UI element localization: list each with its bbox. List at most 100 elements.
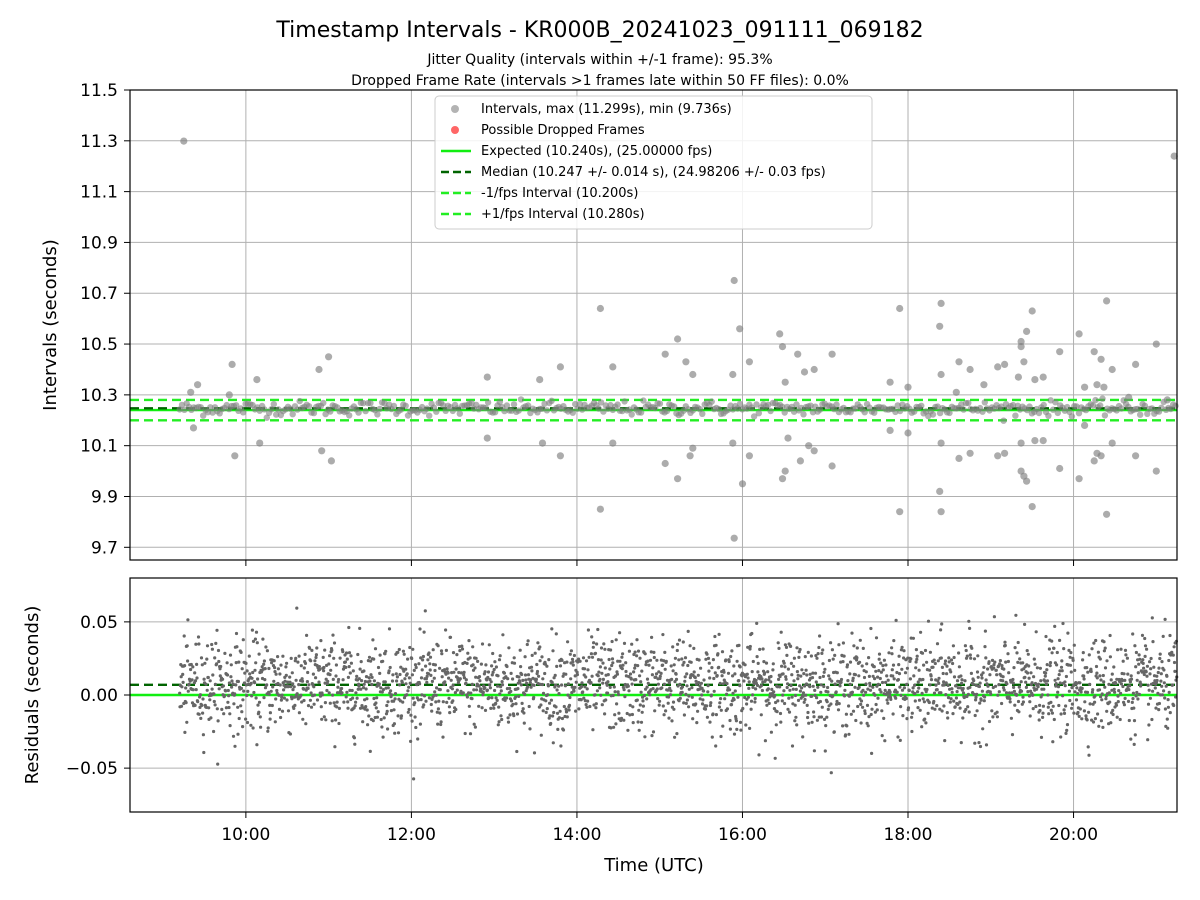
residual-point <box>950 687 954 691</box>
residual-point <box>305 633 309 638</box>
residual-point <box>1087 653 1091 657</box>
residual-point <box>1067 689 1071 693</box>
interval-point <box>755 410 762 417</box>
residual-point <box>778 711 783 716</box>
residual-point <box>1108 633 1112 638</box>
residual-point <box>1074 698 1079 702</box>
residual-point <box>715 674 719 678</box>
residual-point <box>288 675 292 679</box>
residual-point <box>913 699 917 703</box>
residual-point <box>240 710 244 714</box>
residual-point <box>1164 684 1168 688</box>
residual-point <box>796 673 800 677</box>
residual-point <box>978 681 982 685</box>
residual-point <box>1006 652 1010 656</box>
residual-point <box>796 698 801 703</box>
residual-point <box>855 646 859 650</box>
interval-outlier-point <box>1163 396 1171 404</box>
residual-point <box>859 721 863 725</box>
residual-point <box>487 696 491 700</box>
residual-point <box>668 693 673 697</box>
residual-point <box>342 700 346 704</box>
residual-point <box>899 648 904 652</box>
residual-point <box>790 673 794 677</box>
residual-point <box>575 673 580 677</box>
legend-label-minus-interval: -1/fps Interval (10.200s) <box>481 186 638 201</box>
residual-point <box>1084 714 1088 718</box>
residual-point <box>709 701 713 705</box>
residual-point <box>707 669 711 673</box>
residual-point <box>1027 664 1031 668</box>
residual-point <box>819 690 823 694</box>
residual-point <box>1162 681 1166 685</box>
residual-point <box>430 679 434 684</box>
residual-point <box>765 703 769 707</box>
residual-point <box>733 672 737 676</box>
residual-point <box>386 727 390 731</box>
residual-point <box>555 664 559 669</box>
residual-point <box>328 701 332 705</box>
residual-point <box>220 707 224 712</box>
residual-point <box>568 695 572 700</box>
residual-point <box>567 703 572 708</box>
residual-point <box>866 724 870 728</box>
residual-point <box>1098 657 1102 661</box>
residual-point <box>432 676 436 680</box>
residual-point <box>178 691 182 695</box>
residual-point <box>337 677 341 682</box>
interval-outlier-point <box>253 376 261 384</box>
residual-point <box>340 691 344 695</box>
residual-point <box>692 646 696 651</box>
residual-point <box>587 655 591 659</box>
residual-point <box>515 749 519 754</box>
interval-point <box>541 400 548 407</box>
interval-outlier-point <box>937 299 945 307</box>
residual-point <box>212 729 216 734</box>
residual-point <box>574 709 578 713</box>
residual-point <box>828 677 832 681</box>
residual-point <box>983 645 987 649</box>
residual-point <box>650 673 655 677</box>
residual-point <box>200 663 204 667</box>
residual-point <box>507 646 511 650</box>
residual-point <box>190 678 194 682</box>
residual-point <box>1085 666 1089 670</box>
residual-point <box>423 609 427 613</box>
residual-point <box>1018 657 1022 661</box>
interval-point <box>543 407 551 414</box>
residual-point <box>926 711 930 716</box>
residual-point <box>728 688 732 692</box>
residual-point <box>751 685 755 690</box>
residual-point <box>1041 711 1045 715</box>
residual-point <box>1153 686 1157 690</box>
residual-point <box>915 654 919 658</box>
residual-point <box>229 675 233 679</box>
residual-point <box>519 683 523 687</box>
residual-point <box>924 721 928 725</box>
residual-point <box>420 693 424 697</box>
interval-point <box>261 406 268 413</box>
residual-point <box>273 720 277 724</box>
interval-point <box>442 407 449 414</box>
residual-point <box>217 687 221 691</box>
residual-point <box>549 721 553 726</box>
residual-point <box>677 658 681 662</box>
residual-point <box>611 693 615 698</box>
residual-point <box>361 720 365 724</box>
interval-point <box>1137 411 1144 418</box>
residual-point <box>1021 661 1025 665</box>
residual-point <box>1058 638 1062 643</box>
residual-point <box>1047 647 1051 651</box>
x-axis-label: Time (UTC) <box>603 855 704 876</box>
residual-point <box>763 671 767 675</box>
residual-point <box>239 704 243 708</box>
residual-point <box>267 692 271 696</box>
residual-point <box>798 689 803 693</box>
residual-point <box>1167 690 1171 695</box>
residual-point <box>998 662 1002 666</box>
residual-point <box>1021 695 1025 699</box>
interval-point <box>1141 402 1149 409</box>
residual-point <box>308 698 312 702</box>
residual-point <box>552 710 556 715</box>
residual-point <box>494 701 498 706</box>
